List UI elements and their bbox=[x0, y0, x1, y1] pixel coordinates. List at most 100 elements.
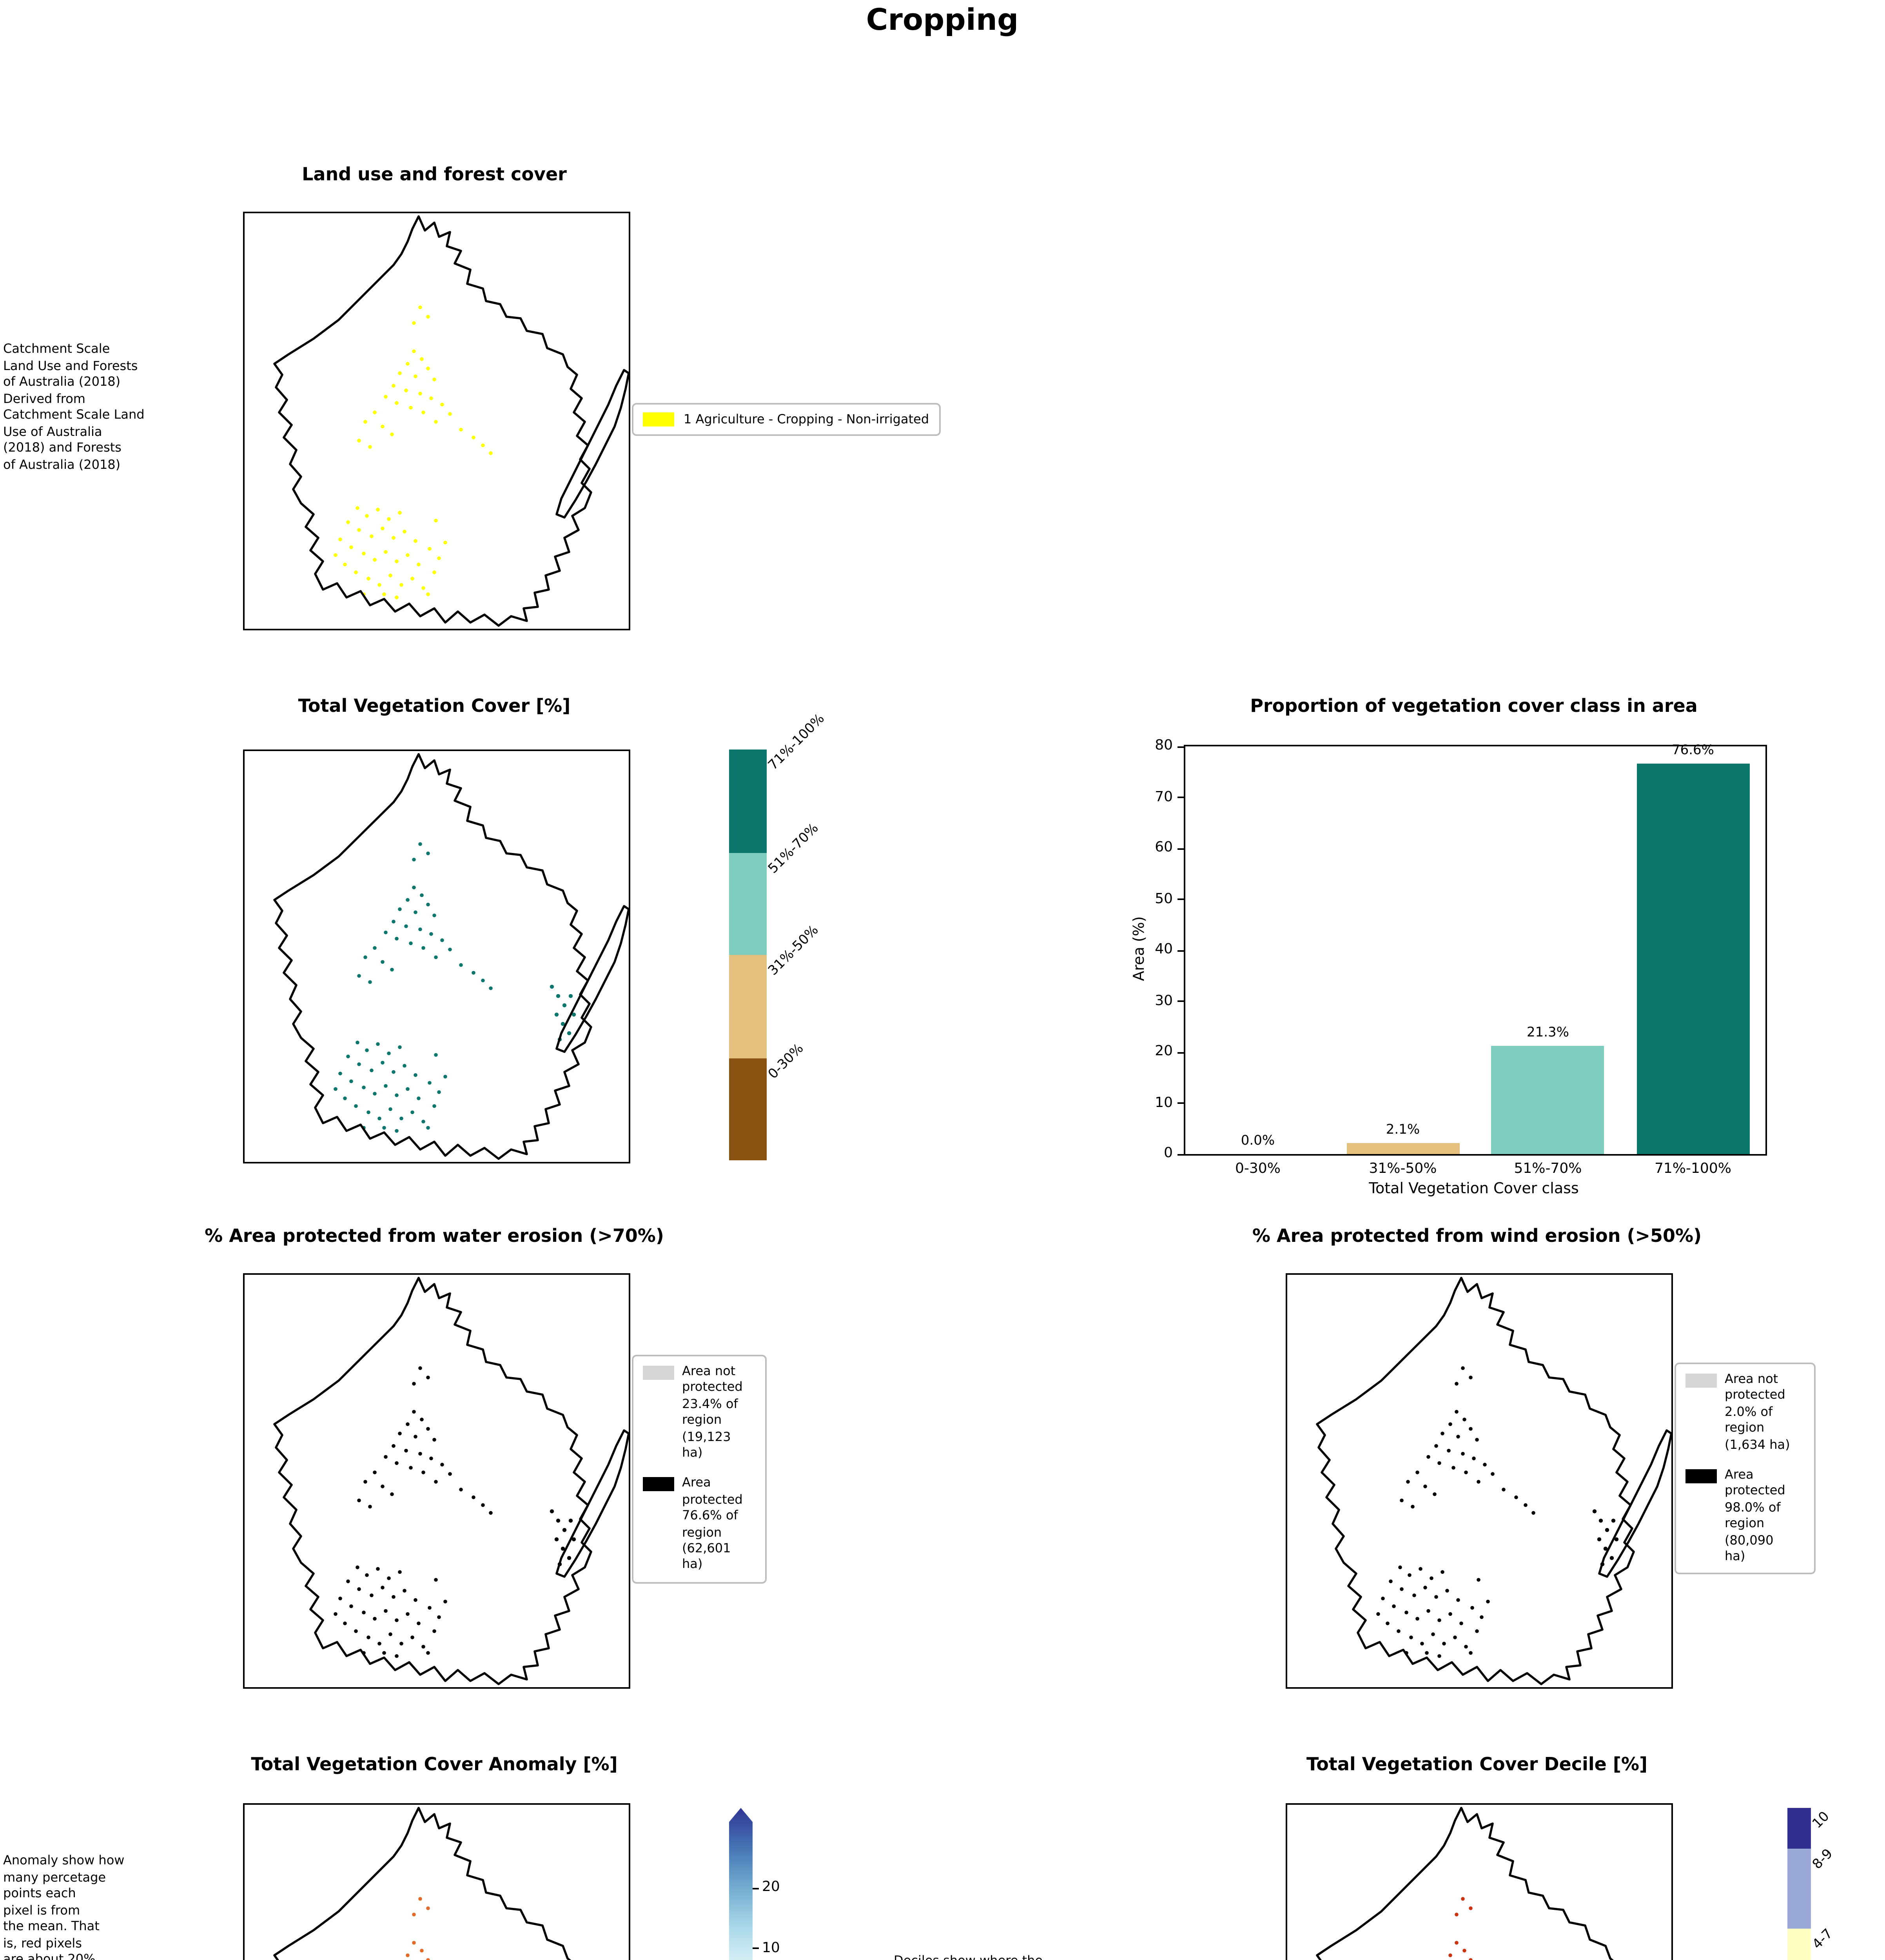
bar-value-label: 2.1% bbox=[1386, 1123, 1420, 1139]
y-axis-tick: 0 bbox=[1164, 1146, 1185, 1162]
landuse-legend-label: 1 Agriculture - Cropping - Non-irrigated bbox=[684, 412, 929, 426]
decile-title: Total Vegetation Cover Decile [%] bbox=[1306, 1753, 1648, 1775]
vegcover-title: Total Vegetation Cover [%] bbox=[298, 695, 571, 717]
bar-value-label: 21.3% bbox=[1526, 1025, 1569, 1041]
decile-map bbox=[1286, 1803, 1673, 1960]
y-axis-tick: 30 bbox=[1155, 993, 1185, 1009]
anomaly-note: Anomaly show how many percetage points e… bbox=[3, 1853, 125, 1960]
x-axis-label: Total Vegetation Cover class bbox=[1369, 1181, 1579, 1198]
tick-mark bbox=[1177, 746, 1185, 747]
bar bbox=[1636, 764, 1749, 1154]
landuse-map-figure bbox=[245, 213, 629, 629]
bar-group: 21.3% 51%-70% bbox=[1491, 746, 1604, 1178]
wind-legend: Area not protected 2.0% of region (1,634… bbox=[1675, 1363, 1816, 1575]
y-axis-tick: 50 bbox=[1155, 891, 1185, 907]
anomaly-colorbar-gradient bbox=[729, 1808, 753, 1960]
colorbar-segment bbox=[1787, 1928, 1811, 1960]
x-tick-label: 0-30% bbox=[1235, 1162, 1281, 1178]
decile-colorbar: 108-94-72-31 bbox=[1787, 1808, 1836, 1960]
tick-mark bbox=[753, 1887, 759, 1889]
y-tick-label: 0 bbox=[1164, 1146, 1173, 1162]
page-title: Cropping bbox=[866, 3, 1019, 38]
bar bbox=[1491, 1045, 1604, 1154]
colorbar-segment bbox=[1787, 1848, 1811, 1929]
bar-group: 0.0% 0-30% bbox=[1201, 746, 1314, 1178]
anomaly-map-figure bbox=[245, 1805, 629, 1960]
water-erosion-map bbox=[243, 1273, 630, 1689]
legend-entry: Area protected 98.0% of region (80,090 h… bbox=[1685, 1468, 1805, 1565]
colorbar-segment bbox=[729, 955, 767, 1058]
colorbar-segment bbox=[729, 1058, 767, 1160]
legend-entry: Area not protected 23.4% of region (19,1… bbox=[643, 1364, 756, 1462]
y-axis-tick: 10 bbox=[1155, 1095, 1185, 1111]
decile-note: Deciles show where the pixel value lies … bbox=[894, 1954, 1113, 1960]
x-tick-label: 71%-100% bbox=[1655, 1162, 1731, 1178]
bar-group: 76.6% 71%-100% bbox=[1636, 743, 1749, 1178]
proportion-chart-title: Proportion of vegetation cover class in … bbox=[1250, 695, 1698, 717]
colorbar-label: 0-30% bbox=[766, 1040, 807, 1082]
tick-mark bbox=[1177, 1000, 1185, 1002]
tick-mark bbox=[1177, 1102, 1185, 1104]
landuse-title: Land use and forest cover bbox=[302, 163, 567, 185]
colorbar-label: 31%-50% bbox=[766, 923, 822, 980]
colorbar-label: 51%-70% bbox=[766, 820, 822, 877]
colorbar-label: 4-7 bbox=[1810, 1926, 1837, 1953]
legend-label: Area protected 76.6% of region (62,601 h… bbox=[682, 1476, 743, 1572]
anomaly-title: Total Vegetation Cover Anomaly [%] bbox=[251, 1753, 618, 1775]
colorbar-label: 71%-100% bbox=[766, 711, 829, 774]
y-tick-label: 20 bbox=[1155, 1044, 1173, 1060]
bar-group: 2.1% 31%-50% bbox=[1346, 746, 1459, 1178]
tick-mark bbox=[1177, 898, 1185, 900]
vegcover-colorbar: 71%-100% 51%-70% 31%-50% 0-30% bbox=[729, 711, 828, 1160]
bar-value-label: 0.0% bbox=[1241, 1134, 1275, 1149]
anomaly-map bbox=[243, 1803, 630, 1960]
tick-mark bbox=[753, 1947, 759, 1949]
colorbar-label: 8-9 bbox=[1810, 1846, 1837, 1873]
bar-value-label: 76.6% bbox=[1671, 743, 1714, 759]
colorbar-segment bbox=[729, 750, 767, 852]
tick-mark bbox=[1177, 848, 1185, 849]
y-axis-tick: 80 bbox=[1155, 739, 1185, 754]
tick-mark bbox=[1177, 1051, 1185, 1053]
legend-label: Area not protected 23.4% of region (19,1… bbox=[682, 1364, 743, 1460]
water-erosion-map-figure bbox=[245, 1275, 629, 1687]
y-tick-label: 50 bbox=[1155, 891, 1173, 907]
legend-label: Area protected 98.0% of region (80,090 h… bbox=[1725, 1467, 1785, 1563]
landuse-legend: 1 Agriculture - Cropping - Non-irrigated bbox=[632, 403, 940, 436]
y-tick-label: 60 bbox=[1155, 840, 1173, 856]
x-tick-label: 31%-50% bbox=[1369, 1162, 1437, 1178]
tick-mark bbox=[1177, 949, 1185, 951]
wind-erosion-map bbox=[1286, 1273, 1673, 1689]
tick-label: 10 bbox=[762, 1940, 780, 1956]
wind-erosion-title: % Area protected from wind erosion (>50%… bbox=[1252, 1225, 1702, 1247]
y-axis-tick: 60 bbox=[1155, 840, 1185, 856]
x-tick-label: 51%-70% bbox=[1514, 1162, 1582, 1178]
colorbar-segment bbox=[1787, 1808, 1811, 1848]
wind-erosion-map-figure bbox=[1287, 1275, 1671, 1687]
anomaly-colorbar bbox=[729, 1808, 753, 1960]
vegcover-map-figure bbox=[245, 751, 629, 1162]
colorbar-tick: 10 bbox=[753, 1940, 780, 1956]
colorbar-tick: 20 bbox=[753, 1880, 780, 1896]
legend-label: Area not protected 2.0% of region (1,634… bbox=[1725, 1372, 1790, 1452]
y-tick-label: 70 bbox=[1155, 789, 1173, 805]
legend-swatch bbox=[1685, 1469, 1717, 1483]
legend-entry: Area not protected 2.0% of region (1,634… bbox=[1685, 1372, 1805, 1454]
legend-entry: Area protected 76.6% of region (62,601 h… bbox=[643, 1476, 756, 1573]
y-axis-tick: 40 bbox=[1155, 942, 1185, 958]
decile-map-figure bbox=[1287, 1805, 1671, 1960]
y-tick-label: 80 bbox=[1155, 739, 1173, 754]
legend-swatch bbox=[643, 1366, 674, 1380]
bar-chart-plot: 0 10 20 30 40 50 60 70 80 0.0% 0-30% 2.1% 31%-50% 21.… bbox=[1155, 739, 1767, 1178]
y-tick-label: 30 bbox=[1155, 993, 1173, 1009]
tick-mark bbox=[1177, 1153, 1185, 1155]
y-axis-tick: 70 bbox=[1155, 789, 1185, 805]
vegcover-map bbox=[243, 750, 630, 1163]
legend-swatch bbox=[643, 1477, 674, 1492]
anomaly-colorbar-ticks: 20100−10−20 bbox=[729, 1808, 780, 1960]
landuse-legend-swatch bbox=[643, 412, 674, 426]
colorbar-label: 10 bbox=[1810, 1809, 1833, 1833]
landuse-map bbox=[243, 212, 630, 630]
tick-mark bbox=[1177, 797, 1185, 798]
landuse-note: Catchment Scale Land Use and Forests of … bbox=[3, 342, 145, 472]
